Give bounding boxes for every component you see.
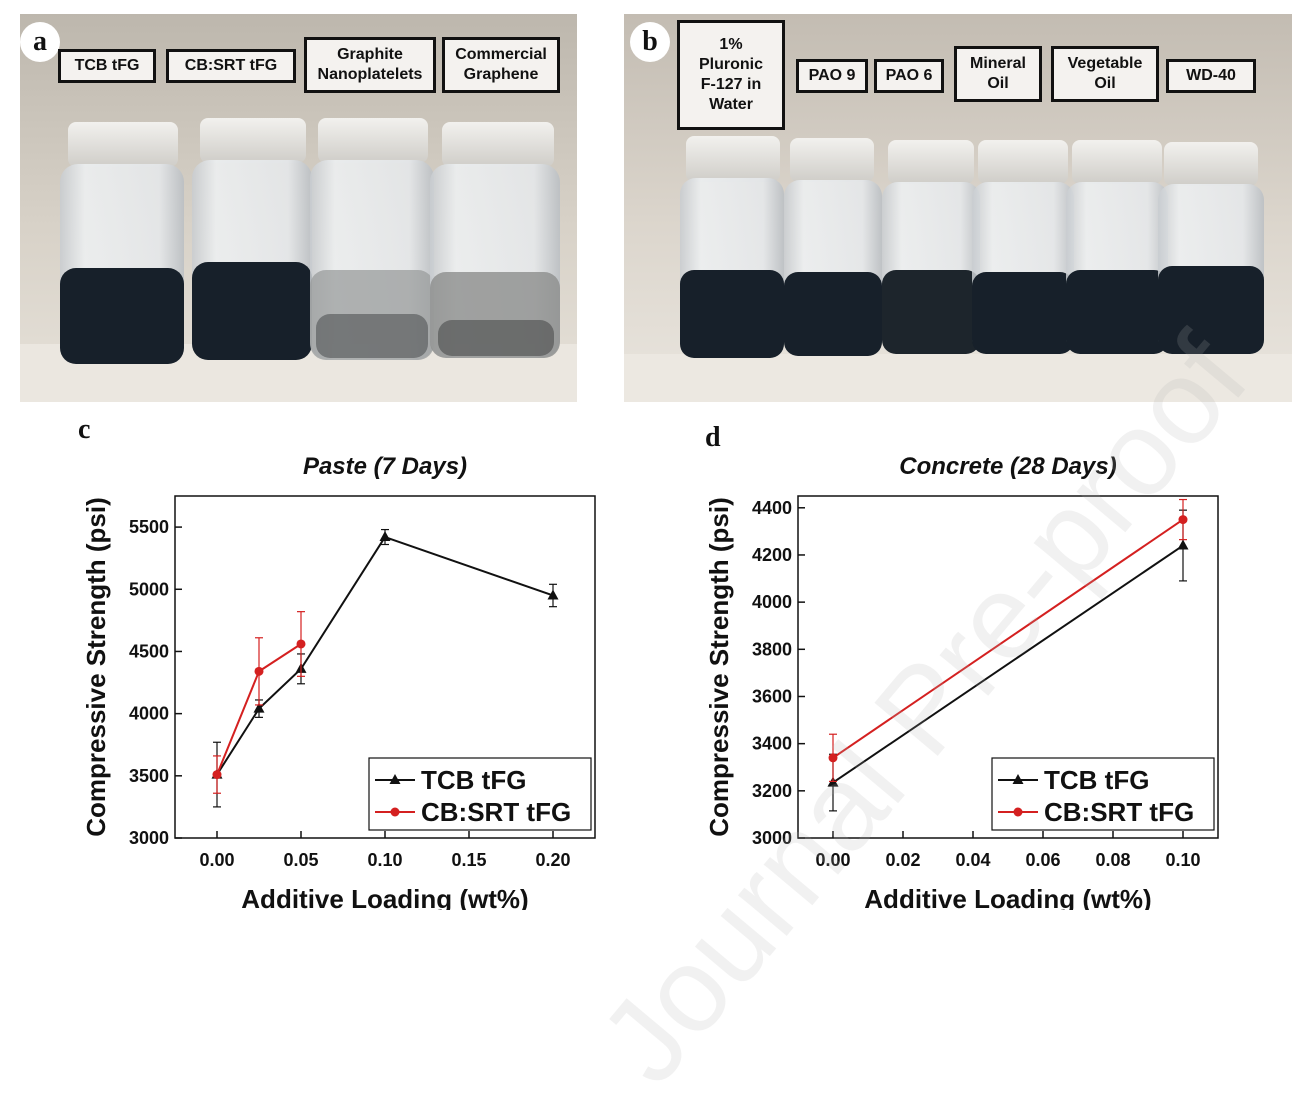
vial-label-cbsrt: CB:SRT tFG <box>166 49 296 83</box>
y-tick-label: 3200 <box>752 781 792 801</box>
data-point-circle <box>296 639 306 649</box>
y-axis-label: Compressive Strength (psi) <box>81 497 111 837</box>
y-axis-label: Compressive Strength (psi) <box>704 497 734 837</box>
photo-panel-b: b 1% Pluronic F-127 in Water PAO 9 PAO 6… <box>624 14 1292 402</box>
y-tick-label: 4200 <box>752 545 792 565</box>
y-tick-label: 5000 <box>129 579 169 599</box>
x-tick-label: 0.06 <box>1025 850 1060 870</box>
x-tick-label: 0.04 <box>955 850 990 870</box>
panel-letter-c: c <box>78 414 91 445</box>
plot-frame <box>797 495 1219 839</box>
vial-label-commercial-graphene: Commercial Graphene <box>442 37 560 93</box>
legend-label: TCB tFG <box>421 765 526 795</box>
y-tick-label: 3800 <box>752 639 792 659</box>
data-point-triangle <box>1177 539 1189 550</box>
x-tick-label: 0.15 <box>451 850 486 870</box>
photo-panel-a: a TCB tFG CB:SRT tFG Graphite Nanoplatel… <box>20 14 577 402</box>
legend-marker <box>389 774 401 784</box>
x-axis-label: Additive Loading (wt%) <box>864 884 1151 910</box>
legend-box <box>368 757 592 831</box>
x-tick-label: 0.10 <box>1165 850 1200 870</box>
vial-label-vegetable-oil: Vegetable Oil <box>1051 46 1159 102</box>
data-point-circle <box>1178 515 1188 525</box>
vial-label-tcb: TCB tFG <box>58 49 156 83</box>
y-tick-label: 4400 <box>752 498 792 518</box>
legend-marker <box>390 807 400 817</box>
x-tick-label: 0.02 <box>885 850 920 870</box>
x-tick-label: 0.00 <box>199 850 234 870</box>
panel-letter-d: d <box>705 422 721 453</box>
vial-label-mineral-oil: Mineral Oil <box>954 46 1042 102</box>
chart-paste-7-days: Paste (7 Days) 3000 3500 4000 4500 5000 5500 0.… <box>81 453 596 910</box>
x-tick-label: 0.05 <box>283 850 318 870</box>
legend-label: TCB tFG <box>1044 765 1149 795</box>
legend-box <box>991 757 1215 831</box>
y-tick-label: 5500 <box>129 517 169 537</box>
vial-label-wd40: WD-40 <box>1166 59 1256 93</box>
vial-label-pao9: PAO 9 <box>796 59 868 93</box>
data-point-triangle <box>253 702 265 713</box>
panel-letter-a: a <box>20 22 60 62</box>
series-line <box>832 518 1184 759</box>
y-tick-label: 3500 <box>129 766 169 786</box>
y-tick-label: 4500 <box>129 641 169 661</box>
x-tick-label: 0.20 <box>535 850 570 870</box>
x-tick-label: 0.08 <box>1095 850 1130 870</box>
y-tick-label: 4000 <box>752 592 792 612</box>
y-tick-label: 3600 <box>752 686 792 706</box>
data-point-circle <box>828 753 838 763</box>
vial-label-graphite-nanoplatelets: Graphite Nanoplatelets <box>304 37 436 93</box>
data-point-triangle <box>379 531 391 542</box>
legend-marker <box>1013 807 1023 817</box>
data-point-circle <box>212 770 222 780</box>
vial-label-pao6: PAO 6 <box>874 59 944 93</box>
y-tick-label: 3400 <box>752 734 792 754</box>
panel-letter-b: b <box>630 22 670 62</box>
x-axis-label: Additive Loading (wt%) <box>241 884 528 910</box>
chart-concrete-28-days: Concrete (28 Days) 3000 3200 3400 3600 3800 40… <box>704 453 1219 910</box>
legend-label: CB:SRT tFG <box>1044 797 1194 827</box>
data-point-triangle <box>547 589 559 600</box>
x-tick-label: 0.00 <box>815 850 850 870</box>
chart-title: Concrete (28 Days) <box>899 453 1116 480</box>
legend-marker <box>1012 774 1024 784</box>
x-tick-label: 0.10 <box>367 850 402 870</box>
legend-label: CB:SRT tFG <box>421 797 571 827</box>
vial-label-pluronic: 1% Pluronic F-127 in Water <box>677 20 785 130</box>
series-line <box>216 535 554 776</box>
data-point-circle <box>254 666 264 676</box>
y-tick-label: 3000 <box>752 828 792 848</box>
series-line <box>832 544 1184 784</box>
y-tick-label: 4000 <box>129 704 169 724</box>
chart-title: Paste (7 Days) <box>303 453 467 480</box>
y-tick-label: 3000 <box>129 828 169 848</box>
